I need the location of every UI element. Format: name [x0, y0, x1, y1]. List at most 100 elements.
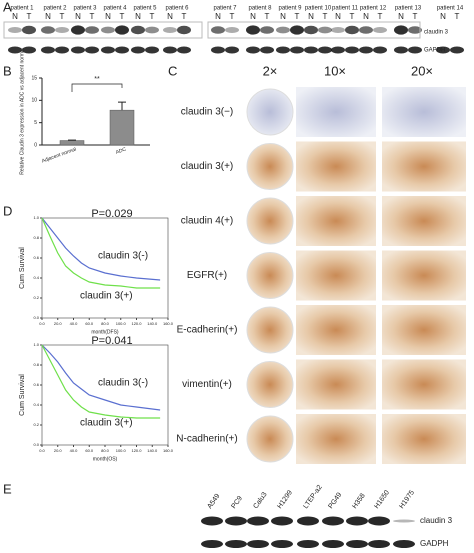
y-tick-label: 0.2 [33, 422, 39, 427]
cell-line-label: H1650 [373, 489, 391, 510]
magnification: 10× [324, 63, 346, 78]
y-tick-label: 0.6 [33, 255, 39, 260]
cell-line-label: H1299 [276, 489, 294, 510]
blot-band [115, 25, 129, 35]
blot-band [260, 26, 274, 34]
patient-label: patient 13 [395, 6, 422, 12]
x-tick-label: ADC [115, 146, 127, 155]
blot-band [304, 25, 318, 35]
x-tick-label: 160.0 [163, 448, 174, 453]
survival-curve [41, 344, 161, 419]
blot-band [318, 26, 332, 34]
y-tick-label: 0.0 [33, 315, 39, 320]
blot-band [101, 46, 115, 54]
row-label: E-cadherin(+) [177, 325, 238, 336]
ihc-image-20x [382, 87, 466, 137]
bar [109, 109, 135, 146]
cell-line-label: LTEP-a2 [302, 484, 323, 510]
panel-label: C [168, 63, 177, 78]
blot-band [211, 46, 225, 54]
ihc-image-20x [382, 414, 466, 464]
row-label: claudin 3(+) [181, 161, 234, 172]
lane-label: N [75, 12, 81, 21]
y-tick-label: 5 [34, 120, 37, 126]
patient-label: patient 7 [213, 6, 237, 12]
x-tick-label: 80.0 [101, 448, 110, 453]
y-tick-label: 1.0 [33, 215, 39, 220]
x-tick-label: Adjacent normal [41, 146, 77, 164]
blot-band [225, 540, 247, 548]
ihc-image-10x [296, 414, 376, 464]
y-tick-label: 0.2 [33, 295, 39, 300]
x-tick-label: 0.0 [39, 448, 45, 453]
blot-row-label: GAPDH [424, 48, 445, 54]
blot-band [225, 516, 247, 526]
y-tick-label: 1.0 [33, 342, 39, 347]
blot-band [101, 26, 115, 34]
x-tick-label: 40.0 [70, 448, 79, 453]
blot-band [131, 25, 145, 35]
cell-line-label: PC9 [230, 495, 244, 510]
lane-label: T [90, 12, 95, 21]
x-tick-label: 40.0 [70, 321, 79, 326]
y-tick-label: 0 [34, 142, 37, 148]
blot-band [297, 540, 319, 548]
blot-band [359, 26, 373, 34]
blot-row-label: GADPH [420, 539, 449, 548]
ihc-image-20x [382, 305, 466, 355]
cell-line-label: Calu3 [252, 491, 268, 510]
patient-label: patient 4 [103, 6, 127, 12]
blot-band [85, 26, 99, 34]
ihc-image-20x [382, 196, 466, 246]
significance: ** [94, 76, 100, 83]
lane-label: T [60, 12, 65, 21]
significance-bracket [71, 83, 123, 92]
panel-label: B [3, 63, 12, 78]
x-tick-label: 120.0 [131, 448, 142, 453]
blot-band [55, 46, 69, 54]
y-axis-label: Cum Survival [19, 247, 26, 289]
curve-label: claudin 3(-) [98, 251, 148, 262]
ihc-image-10x [296, 305, 376, 355]
lane-label: T [350, 12, 355, 21]
ihc-image-20x [382, 359, 466, 410]
panel-label: A [3, 0, 12, 14]
x-axis-label: month(DFS) [91, 329, 119, 335]
patient-label: patient 10 [305, 6, 332, 12]
blot-band [8, 27, 22, 33]
blot-band [408, 26, 422, 34]
blot-band [163, 46, 177, 54]
x-tick-label: 160.0 [163, 321, 174, 326]
curve-label: claudin 3(+) [80, 291, 133, 302]
lane-label: N [12, 12, 18, 21]
survival-curve [41, 217, 161, 289]
blot-band [346, 540, 368, 548]
blot-band [71, 25, 85, 35]
y-tick-label: 10 [31, 98, 37, 104]
patient-label: patient 5 [133, 6, 157, 12]
x-tick-label: 80.0 [101, 321, 110, 326]
blot-band [368, 516, 390, 526]
p-value: P=0.029 [91, 208, 132, 220]
blot-band [246, 25, 260, 35]
blot-band [115, 46, 129, 54]
ihc-image-2x [246, 415, 294, 463]
ihc-image-2x [246, 252, 294, 299]
blot-band [276, 46, 290, 54]
lane-label: N [335, 12, 341, 21]
lane-label: N [250, 12, 256, 21]
x-tick-label: 0.0 [39, 321, 45, 326]
lane-label: T [378, 12, 383, 21]
blot-band [322, 540, 344, 548]
magnification: 2× [263, 63, 278, 78]
blot-strip [3, 21, 203, 39]
blot-band [246, 46, 260, 54]
curve-label: claudin 3(-) [98, 378, 148, 389]
lane-label: T [120, 12, 125, 21]
curve-label: claudin 3(+) [80, 418, 133, 429]
lane-label: N [398, 12, 404, 21]
x-axis-label: month(OS) [93, 456, 118, 462]
blot-band [271, 516, 293, 526]
lane-label: N [45, 12, 51, 21]
lane-label: T [295, 12, 300, 21]
